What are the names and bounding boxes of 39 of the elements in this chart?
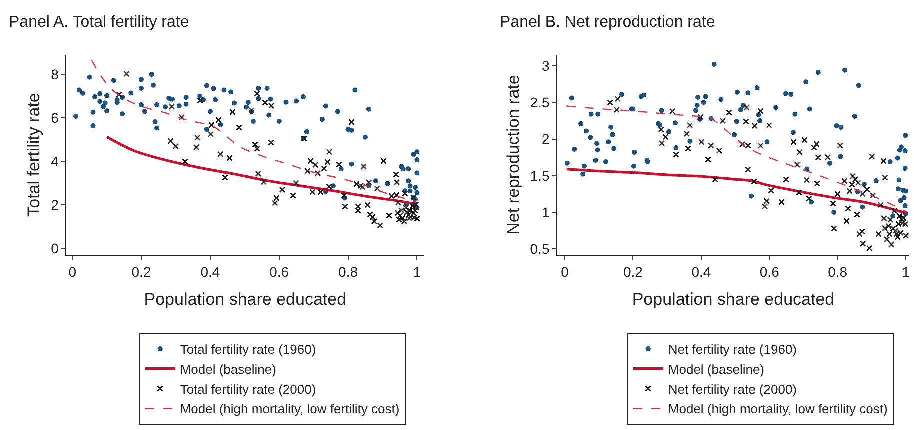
x-tick-label: 0.4 <box>200 264 220 280</box>
y-tick-label: 2 <box>51 196 60 213</box>
x-tick-label: 0.8 <box>338 264 358 280</box>
y-axis-title: Total fertility rate <box>24 93 44 217</box>
legend-label: Model (high mortality, low fertility cost) <box>180 402 400 417</box>
x-tick-label: 0.8 <box>828 264 848 280</box>
legend-label: Total fertility rate (2000) <box>180 382 316 397</box>
line-series <box>565 168 908 215</box>
x-tick-label: 1 <box>902 264 910 280</box>
x-tick-label: 0.6 <box>270 264 290 280</box>
y-tick-label: 0 <box>51 240 60 256</box>
y-tick-label: 4 <box>51 153 60 170</box>
x-axis-title: Population share educated <box>632 290 835 310</box>
y-tick-label: 2.5 <box>530 94 550 111</box>
x-axis-title: Population share educated <box>144 290 347 310</box>
x-tick-label: 0 <box>561 264 570 280</box>
x-tick-label: 0 <box>68 264 77 280</box>
chart-title: Panel B. Net reproduction rate <box>500 14 716 31</box>
x-tick-label: 0.6 <box>760 264 780 280</box>
y-tick-label: 3 <box>542 58 550 74</box>
legend-label: Net fertility rate (1960) <box>668 342 798 358</box>
y-tick-label: 8 <box>51 66 60 82</box>
legend-label: Total fertility rate (1960) <box>180 342 316 358</box>
x-tick-label: 0.4 <box>692 264 712 280</box>
line-series <box>91 60 418 204</box>
y-tick-label: 0.5 <box>530 241 550 258</box>
legend-label: Model (baseline) <box>668 362 765 377</box>
legend-label: Net fertility rate (2000) <box>668 382 798 397</box>
chart-title: Panel A. Total fertility rate <box>9 14 190 31</box>
y-tick-label: 6 <box>51 110 60 126</box>
x-tick-label: 1 <box>413 264 422 280</box>
x-tick-label: 0.2 <box>132 264 152 280</box>
y-tick-label: 2 <box>542 131 550 148</box>
y-axis-title: Net reproduction rate <box>504 75 523 235</box>
legend-label: Model (baseline) <box>180 362 276 377</box>
y-tick-label: 1.5 <box>530 168 550 184</box>
legend-label: Model (high mortality, low fertility cost) <box>668 402 888 417</box>
y-tick-label: 1 <box>542 204 550 220</box>
x-tick-label: 0.2 <box>624 264 644 280</box>
